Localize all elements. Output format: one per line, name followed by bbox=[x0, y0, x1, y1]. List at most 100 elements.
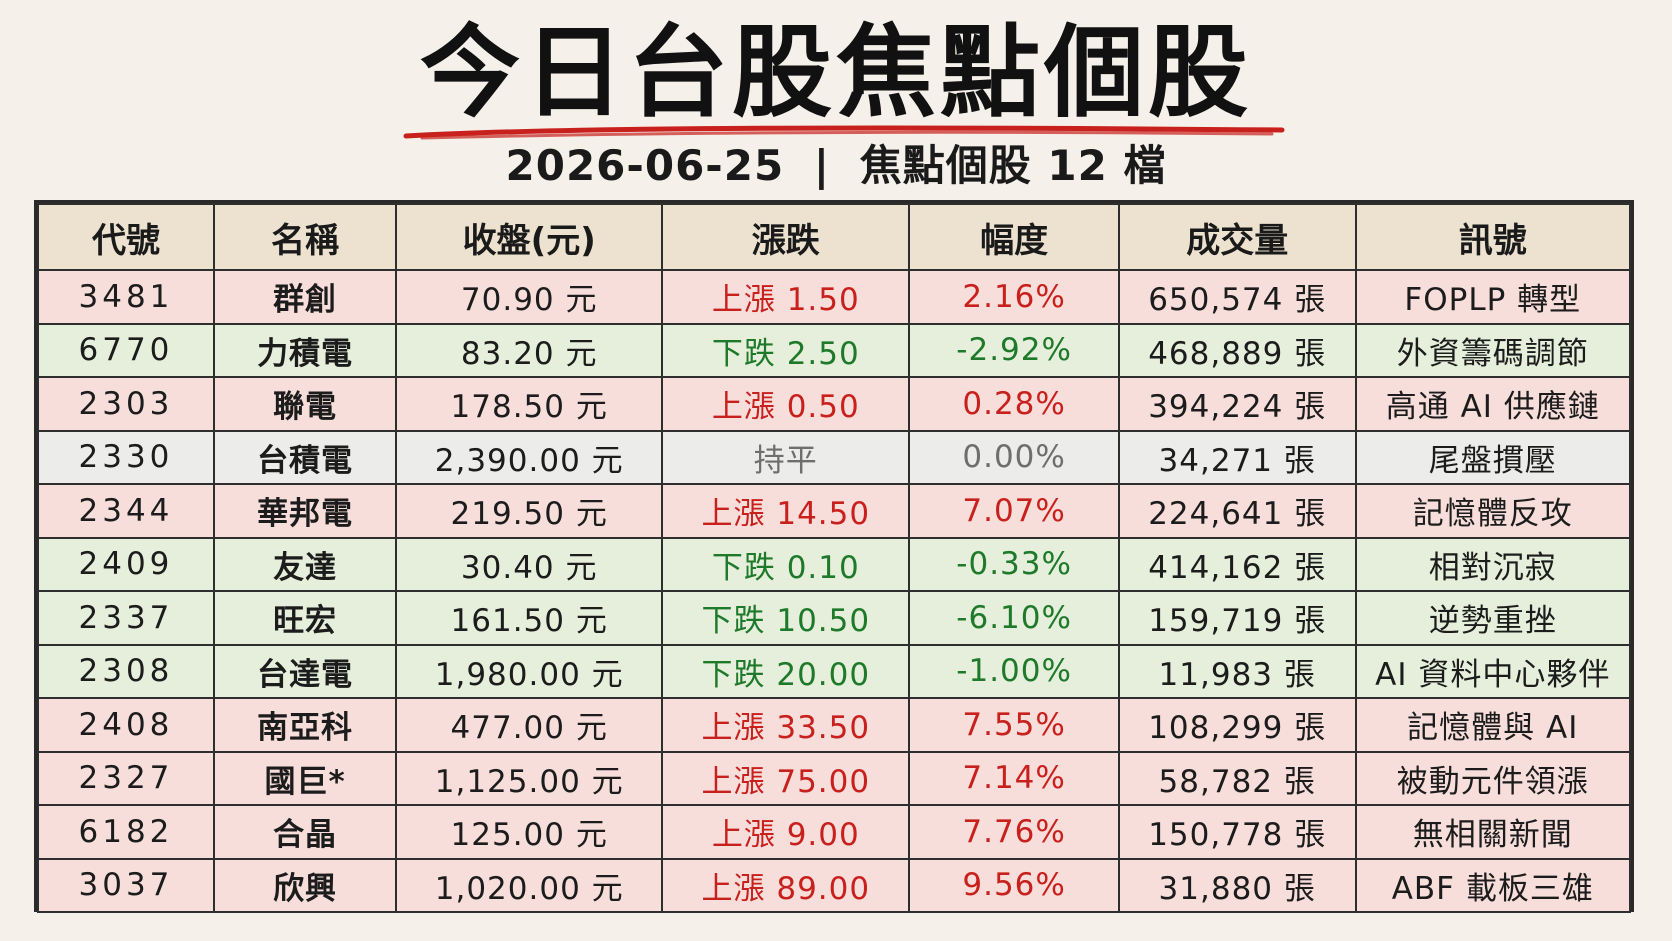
column-header-close: 收盤(元) bbox=[395, 203, 664, 271]
signal-note: 逆勢重挫 bbox=[1354, 590, 1632, 646]
price-change: 下跌 2.50 bbox=[661, 322, 911, 378]
price-change: 下跌 10.50 bbox=[661, 590, 911, 646]
stock-name: 合晶 bbox=[212, 804, 398, 860]
close-price: 30.40 元 bbox=[395, 536, 664, 592]
stock-code: 6770 bbox=[37, 322, 215, 378]
stock-table-container: 代號 名稱 收盤(元) 漲跌 幅度 成交量 訊號 3481 群創 70.90 元上漲… bbox=[34, 200, 1634, 913]
close-price: 83.20 元 bbox=[395, 322, 664, 378]
stock-name: 旺宏 bbox=[212, 590, 398, 646]
price-change: 上漲 1.50 bbox=[661, 269, 911, 325]
change-percent: -1.00% bbox=[908, 643, 1120, 699]
trade-volume: 394,224 張 bbox=[1117, 376, 1357, 432]
close-price: 1,020.00 元 bbox=[395, 857, 664, 913]
close-price: 219.50 元 bbox=[395, 483, 664, 539]
stock-name: 力積電 bbox=[212, 322, 398, 378]
trade-volume: 150,778 張 bbox=[1117, 804, 1357, 860]
signal-note: AI 資料中心夥伴 bbox=[1354, 643, 1632, 699]
stock-code: 2344 bbox=[37, 483, 215, 539]
change-percent: -0.33% bbox=[908, 536, 1120, 592]
change-percent: 0.28% bbox=[908, 376, 1120, 432]
stock-code: 2409 bbox=[37, 536, 215, 592]
trade-volume: 31,880 張 bbox=[1117, 857, 1357, 913]
price-change: 上漲 89.00 bbox=[661, 857, 911, 913]
table-row: 6182 合晶 125.00 元上漲 9.00 7.76% 150,778 張無相關新聞 bbox=[37, 804, 1632, 860]
price-change: 下跌 20.00 bbox=[661, 643, 911, 699]
stock-table: 代號 名稱 收盤(元) 漲跌 幅度 成交量 訊號 3481 群創 70.90 元上漲… bbox=[37, 203, 1632, 913]
close-price: 161.50 元 bbox=[395, 590, 664, 646]
subtitle-separator: | bbox=[813, 141, 831, 190]
trade-volume: 468,889 張 bbox=[1117, 322, 1357, 378]
table-row: 2303 聯電 178.50 元上漲 0.50 0.28% 394,224 張高通 AI… bbox=[37, 376, 1632, 432]
signal-note: 相對沉寂 bbox=[1354, 536, 1632, 592]
stock-code: 2308 bbox=[37, 643, 215, 699]
change-percent: 7.14% bbox=[908, 750, 1120, 806]
change-percent: 2.16% bbox=[908, 269, 1120, 325]
stock-name: 南亞科 bbox=[212, 697, 398, 753]
price-change: 上漲 9.00 bbox=[661, 804, 911, 860]
close-price: 70.90 元 bbox=[395, 269, 664, 325]
stock-code: 3037 bbox=[37, 857, 215, 913]
stock-name: 國巨* bbox=[212, 750, 398, 806]
page-subtitle: 2026-06-25 | 焦點個股 12 檔 bbox=[0, 138, 1672, 194]
column-header-change: 漲跌 bbox=[661, 203, 911, 271]
column-header-code: 代號 bbox=[37, 203, 215, 271]
stock-code: 2327 bbox=[37, 750, 215, 806]
stock-code: 6182 bbox=[37, 804, 215, 860]
title-underline-decoration bbox=[403, 125, 1285, 140]
table-row: 2408 南亞科 477.00 元上漲 33.50 7.55% 108,299 張記憶體… bbox=[37, 697, 1632, 753]
price-change: 上漲 33.50 bbox=[661, 697, 911, 753]
table-row: 3037 欣興 1,020.00 元上漲 89.00 9.56% 31,880 張 ABF… bbox=[37, 857, 1632, 913]
stock-code: 2330 bbox=[37, 429, 215, 485]
close-price: 2,390.00 元 bbox=[395, 429, 664, 485]
stock-name: 群創 bbox=[212, 269, 398, 325]
stock-name: 台積電 bbox=[212, 429, 398, 485]
stock-name: 欣興 bbox=[212, 857, 398, 913]
trade-volume: 34,271 張 bbox=[1117, 429, 1357, 485]
signal-note: 被動元件領漲 bbox=[1354, 750, 1632, 806]
price-change: 下跌 0.10 bbox=[661, 536, 911, 592]
signal-note: 記憶體反攻 bbox=[1354, 483, 1632, 539]
stock-name: 華邦電 bbox=[212, 483, 398, 539]
signal-note: ABF 載板三雄 bbox=[1354, 857, 1632, 913]
signal-note: 無相關新聞 bbox=[1354, 804, 1632, 860]
signal-note: 尾盤摜壓 bbox=[1354, 429, 1632, 485]
close-price: 178.50 元 bbox=[395, 376, 664, 432]
trade-volume: 414,162 張 bbox=[1117, 536, 1357, 592]
report-date: 2026-06-25 bbox=[505, 141, 785, 190]
price-change: 持平 bbox=[661, 429, 911, 485]
close-price: 477.00 元 bbox=[395, 697, 664, 753]
trade-volume: 108,299 張 bbox=[1117, 697, 1357, 753]
trade-volume: 11,983 張 bbox=[1117, 643, 1357, 699]
change-percent: 7.76% bbox=[908, 804, 1120, 860]
stock-name: 台達電 bbox=[212, 643, 398, 699]
table-body: 3481 群創 70.90 元上漲 1.50 2.16% 650,574 張 FOPLP … bbox=[37, 269, 1632, 913]
change-percent: -2.92% bbox=[908, 322, 1120, 378]
page-title: 今日台股焦點個股 bbox=[420, 14, 1252, 131]
table-row: 2327 國巨* 1,125.00 元上漲 75.00 7.14% 58,782 張被動… bbox=[37, 750, 1632, 806]
table-row: 2330 台積電 2,390.00 元持平 0.00% 34,271 張尾盤摜壓 bbox=[37, 429, 1632, 485]
column-header-volume: 成交量 bbox=[1117, 203, 1357, 271]
trade-volume: 159,719 張 bbox=[1117, 590, 1357, 646]
trade-volume: 224,641 張 bbox=[1117, 483, 1357, 539]
close-price: 1,980.00 元 bbox=[395, 643, 664, 699]
signal-note: 高通 AI 供應鏈 bbox=[1354, 376, 1632, 432]
stock-code: 3481 bbox=[37, 269, 215, 325]
trade-volume: 58,782 張 bbox=[1117, 750, 1357, 806]
change-percent: -6.10% bbox=[908, 590, 1120, 646]
close-price: 125.00 元 bbox=[395, 804, 664, 860]
trade-volume: 650,574 張 bbox=[1117, 269, 1357, 325]
price-change: 上漲 75.00 bbox=[661, 750, 911, 806]
table-header-row: 代號 名稱 收盤(元) 漲跌 幅度 成交量 訊號 bbox=[37, 203, 1632, 271]
signal-note: FOPLP 轉型 bbox=[1354, 269, 1632, 325]
table-row: 2409 友達 30.40 元下跌 0.10 -0.33% 414,162 張相對沉寂 bbox=[37, 536, 1632, 592]
column-header-percent: 幅度 bbox=[908, 203, 1120, 271]
price-change: 上漲 14.50 bbox=[661, 483, 911, 539]
change-percent: 9.56% bbox=[908, 857, 1120, 913]
table-row: 3481 群創 70.90 元上漲 1.50 2.16% 650,574 張 FOPLP … bbox=[37, 269, 1632, 325]
close-price: 1,125.00 元 bbox=[395, 750, 664, 806]
change-percent: 7.07% bbox=[908, 483, 1120, 539]
signal-note: 外資籌碼調節 bbox=[1354, 322, 1632, 378]
change-percent: 7.55% bbox=[908, 697, 1120, 753]
table-row: 2337 旺宏 161.50 元下跌 10.50 -6.10% 159,719 張逆勢重… bbox=[37, 590, 1632, 646]
